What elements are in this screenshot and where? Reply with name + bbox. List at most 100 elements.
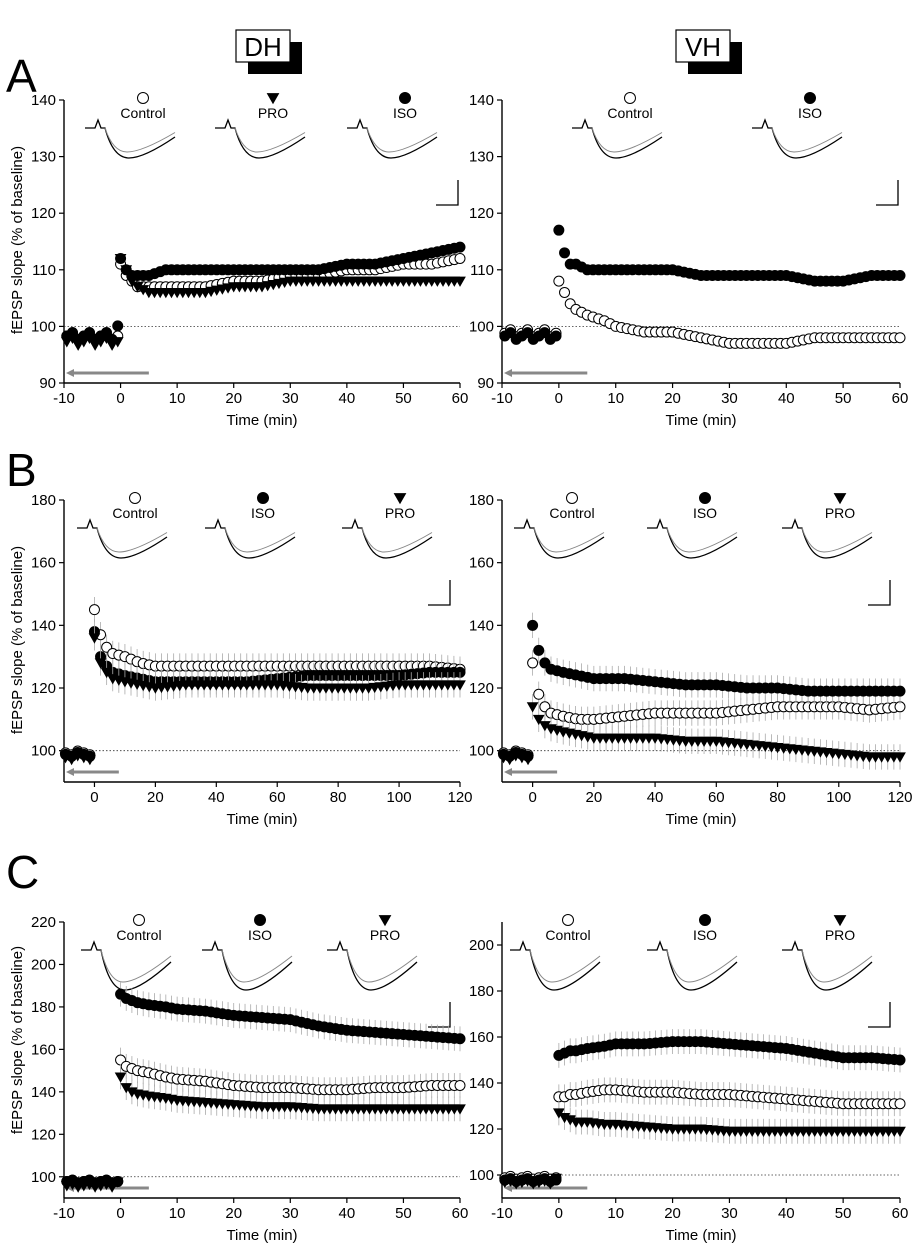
x-tick-label-100: 100 [387, 789, 412, 806]
scale-bar [436, 180, 459, 206]
series-control [499, 275, 906, 349]
x-tick-label-20: 20 [664, 1205, 681, 1222]
legend-label-pro: PRO [258, 105, 288, 121]
scale-bar [868, 580, 891, 606]
stimulus-arrowhead [504, 1184, 512, 1192]
y-tick-label-140: 140 [31, 617, 56, 634]
series-pro [59, 625, 466, 766]
x-tick-label-20: 20 [586, 789, 603, 806]
legend-label-iso: ISO [251, 505, 275, 521]
legend-marker-iso [257, 492, 269, 504]
column-header-vh-label: VH [685, 32, 721, 62]
x-tick-label-120: 120 [447, 789, 472, 806]
data-point [65, 754, 78, 766]
stimulus-arrowhead [504, 369, 512, 377]
x-tick-label-0: 0 [116, 1205, 124, 1222]
x-tick-label--10: -10 [53, 390, 75, 407]
data-point [526, 702, 539, 713]
scale-bar [428, 580, 451, 606]
y-tick-label-120: 120 [469, 680, 494, 697]
y-tick-label-90: 90 [39, 375, 56, 392]
scale-bar [868, 1002, 891, 1028]
data-point [894, 752, 906, 763]
y-tick-label-100: 100 [469, 1167, 494, 1184]
data-point [894, 1098, 906, 1110]
stimulus-arrowhead [66, 369, 74, 377]
x-tick-label-60: 60 [452, 390, 469, 407]
example-iso-trace-pre [221, 949, 293, 983]
x-tick-label-60: 60 [892, 1205, 909, 1222]
x-tick-label-50: 50 [835, 390, 852, 407]
legend-marker-control [133, 914, 145, 926]
y-tick-label-140: 140 [469, 617, 494, 634]
column-header-dh: DH [235, 29, 302, 74]
x-tick-label-20: 20 [225, 1205, 242, 1222]
example-control-trace-pre [96, 527, 168, 553]
data-point [88, 604, 100, 616]
data-point [550, 330, 562, 342]
y-tick-label-180: 180 [31, 492, 56, 509]
x-axis-label: Time (min) [226, 412, 297, 429]
example-iso-trace-pre [666, 527, 738, 553]
legend-marker-iso [699, 492, 711, 504]
example-iso-trace-pre [666, 949, 738, 983]
legend-label-pro: PRO [825, 505, 855, 521]
data-point [454, 1033, 466, 1045]
x-tick-label-40: 40 [339, 1205, 356, 1222]
data-point [88, 633, 101, 644]
data-point [454, 276, 466, 287]
legend-label-iso: ISO [798, 105, 822, 121]
panel-letter-c: C [6, 846, 39, 898]
x-tick-label-20: 20 [147, 789, 164, 806]
data-point [527, 619, 539, 631]
legend-label-iso: ISO [693, 927, 717, 943]
example-pro-trace-pre [234, 127, 306, 153]
example-pro-trace-pre [361, 527, 433, 553]
x-tick-label-60: 60 [892, 390, 909, 407]
data-point [533, 644, 545, 656]
data-point [454, 241, 466, 253]
example-pro-trace-pre [801, 527, 873, 553]
y-tick-label-160: 160 [469, 1029, 494, 1046]
series-iso [499, 1029, 906, 1187]
data-point [454, 252, 466, 264]
data-point [553, 224, 565, 236]
legend-label-control: Control [112, 505, 157, 521]
legend-marker-pro [833, 493, 847, 505]
data-point [115, 252, 127, 264]
y-tick-label-140: 140 [469, 1075, 494, 1092]
legend-marker-pro [378, 915, 392, 927]
legend-label-control: Control [607, 105, 652, 121]
chart-a-dh: 90 100 110 120 130 140 -10 0 10 20 30 40 50 60 Time (m… [31, 92, 468, 429]
column-header-dh-label: DH [244, 32, 282, 62]
x-tick-label-30: 30 [282, 390, 299, 407]
example-control-trace-pre [533, 527, 605, 553]
example-control-trace-pre [104, 127, 176, 153]
data-point [454, 1079, 466, 1091]
legend-marker-control [137, 92, 149, 104]
data-point [454, 680, 466, 691]
data-point [894, 332, 906, 344]
series-pro [497, 694, 906, 770]
y-tick-label-100: 100 [31, 1169, 56, 1186]
data-point [894, 1126, 906, 1138]
y-tick-label-100: 100 [469, 318, 494, 335]
data-point [533, 688, 545, 700]
y-tick-label-180: 180 [469, 983, 494, 1000]
x-tick-label-50: 50 [395, 390, 412, 407]
y-tick-label-120: 120 [31, 205, 56, 222]
y-tick-label-100: 100 [31, 743, 56, 760]
stimulus-arrowhead [504, 768, 512, 776]
legend-marker-control [562, 914, 574, 926]
x-axis-label: Time (min) [665, 412, 736, 429]
ylabel-row-a: fEPSP slope (% of baseline) [9, 146, 26, 334]
legend-label-pro: PRO [370, 927, 400, 943]
ylabel-row-b: fEPSP slope (% of baseline) [9, 546, 26, 734]
data-point [532, 714, 545, 726]
x-tick-label-10: 10 [607, 1205, 624, 1222]
data-point [527, 657, 539, 669]
legend-label-iso: ISO [693, 505, 717, 521]
x-tick-label-40: 40 [778, 390, 795, 407]
y-tick-label-130: 130 [31, 149, 56, 166]
legend-label-pro: PRO [825, 927, 855, 943]
